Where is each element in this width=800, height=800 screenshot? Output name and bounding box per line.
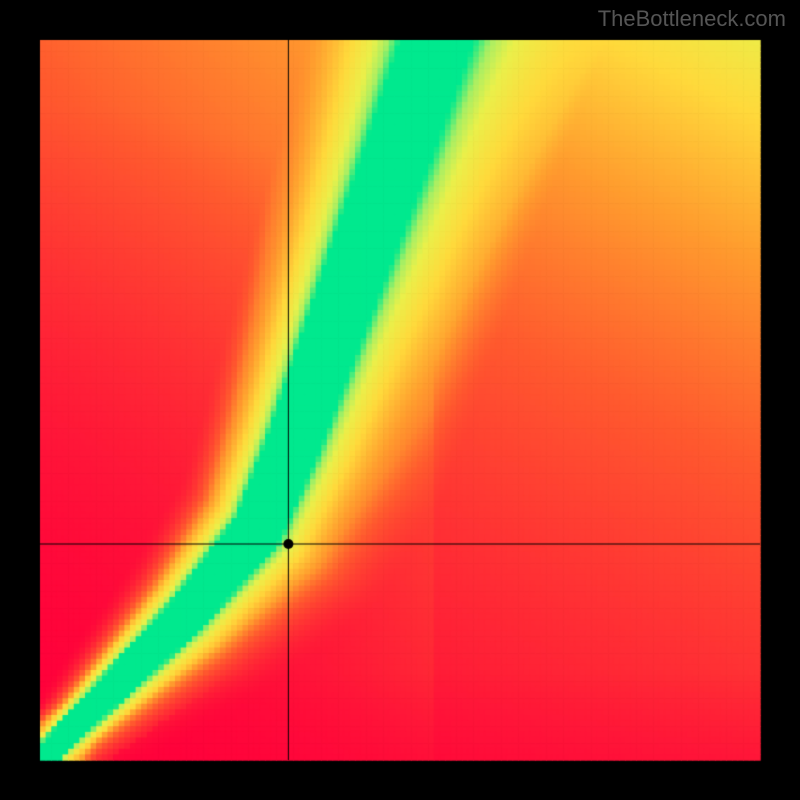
watermark-text: TheBottleneck.com: [598, 6, 786, 32]
heatmap-canvas: [0, 0, 800, 800]
chart-container: TheBottleneck.com: [0, 0, 800, 800]
